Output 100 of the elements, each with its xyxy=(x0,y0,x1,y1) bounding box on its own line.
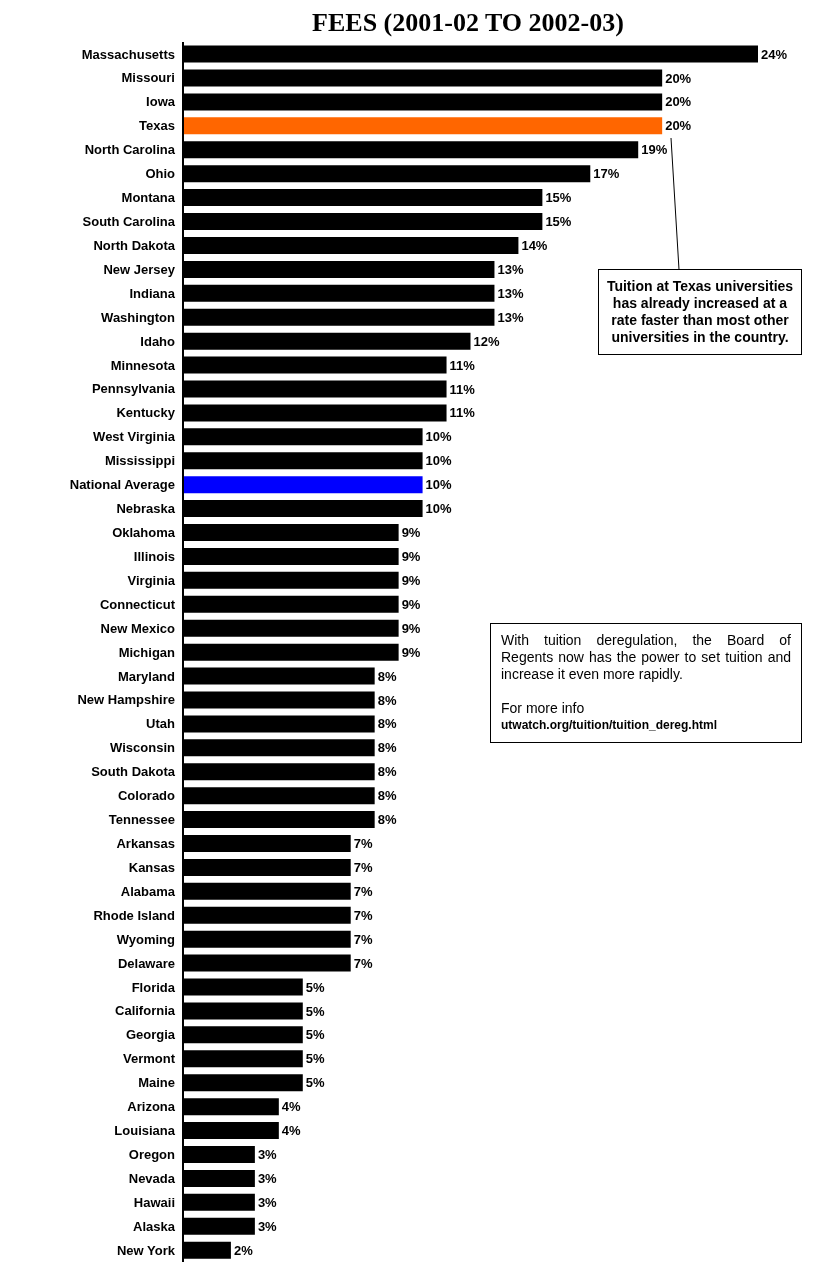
y-tick-label: New York xyxy=(116,1242,176,1258)
data-label: 11% xyxy=(449,381,476,397)
data-label: 3% xyxy=(257,1194,278,1210)
data-label: 5% xyxy=(305,1051,326,1067)
y-tick-label: Arizona xyxy=(127,1099,176,1115)
data-label: 3% xyxy=(257,1170,278,1186)
y-tick-label: Wyoming xyxy=(116,931,176,947)
y-tick-label: South Carolina xyxy=(82,214,176,230)
data-label: 9% xyxy=(401,548,421,564)
y-tick-label: Michigan xyxy=(118,644,176,660)
data-label: 10% xyxy=(425,453,453,469)
data-label: 11% xyxy=(449,405,476,421)
y-tick-label: Idaho xyxy=(140,333,176,349)
y-tick-label: New Jersey xyxy=(103,261,176,277)
data-label: 19% xyxy=(641,142,668,158)
data-label: 5% xyxy=(305,979,326,995)
data-label: 7% xyxy=(353,907,373,923)
data-label: 20% xyxy=(665,70,692,86)
y-tick-label: West Virginia xyxy=(93,429,176,445)
y-tick-label: Washington xyxy=(101,309,176,325)
data-label: 9% xyxy=(401,525,421,541)
y-tick-label: Nevada xyxy=(128,1170,176,1186)
data-label: 7% xyxy=(353,836,373,852)
y-tick-label: North Carolina xyxy=(84,142,176,158)
y-tick-label: Iowa xyxy=(146,94,176,110)
y-tick-label: Oklahoma xyxy=(112,525,176,541)
y-tick-label: California xyxy=(115,1003,176,1019)
data-label: 11% xyxy=(449,357,476,373)
y-tick-label: South Dakota xyxy=(91,764,176,780)
data-label: 8% xyxy=(377,788,397,804)
data-label: 10% xyxy=(425,477,453,493)
data-label: 20% xyxy=(665,94,692,110)
y-tick-label: Mississippi xyxy=(104,453,175,469)
data-label: 8% xyxy=(377,692,397,708)
data-label: 8% xyxy=(377,668,397,684)
data-label: 8% xyxy=(377,716,397,732)
bar xyxy=(183,117,663,135)
y-tick-label: Pennsylvania xyxy=(91,381,176,397)
y-tick-label: North Dakota xyxy=(93,237,176,253)
annotation: Tuition at Texas universities has already increased at a rate faster than most other universities in the country. xyxy=(598,269,802,356)
y-tick-label: Kentucky xyxy=(116,405,176,421)
data-label: 5% xyxy=(305,1003,326,1019)
annotation: utwatch.org/tuition/tuition_dereg.html xyxy=(501,717,718,735)
y-tick-label: Tennessee xyxy=(108,812,175,828)
data-label: 14% xyxy=(521,238,548,254)
y-tick-label: Vermont xyxy=(122,1051,176,1067)
y-tick-label: Missouri xyxy=(121,70,175,86)
data-label: 9% xyxy=(401,620,421,636)
y-tick-label: Maryland xyxy=(117,668,176,684)
annotation: With tuition deregulation, the Board of Regents now has the power to set tuition and increase it even more rapidly. xyxy=(501,632,791,684)
y-tick-label: Texas xyxy=(139,118,175,134)
y-tick-label: Georgia xyxy=(125,1027,176,1043)
data-label: 24% xyxy=(761,46,788,62)
y-tick-label: Minnesota xyxy=(110,357,176,373)
data-label: 20% xyxy=(665,118,692,134)
y-tick-label: Louisiana xyxy=(114,1123,176,1139)
data-label: 7% xyxy=(353,883,373,899)
y-tick-label: Kansas xyxy=(128,859,175,875)
data-label: 12% xyxy=(473,333,500,349)
y-tick-label: Montana xyxy=(121,190,176,206)
data-label: 4% xyxy=(281,1123,302,1139)
annotation: For more info xyxy=(501,700,586,718)
y-tick-label: Florida xyxy=(131,979,176,995)
y-tick-label: Illinois xyxy=(133,548,175,564)
data-label: 3% xyxy=(257,1218,278,1234)
y-tick-label: Alabama xyxy=(120,883,176,899)
y-tick-label: Delaware xyxy=(117,955,175,971)
data-label: 13% xyxy=(497,285,524,301)
y-tick-label: Alaska xyxy=(133,1218,176,1234)
y-tick-label: Oregon xyxy=(128,1146,176,1162)
data-label: 9% xyxy=(401,596,421,612)
data-label: 7% xyxy=(353,859,373,875)
data-label: 5% xyxy=(305,1027,326,1043)
data-label: 17% xyxy=(593,166,620,182)
data-label: 4% xyxy=(281,1099,302,1115)
data-label: 10% xyxy=(425,429,453,445)
y-tick-label: Hawaii xyxy=(133,1194,175,1210)
y-tick-label: New Hampshire xyxy=(77,692,175,708)
y-tick-label: Utah xyxy=(146,716,176,732)
y-tick-label: New Mexico xyxy=(100,620,176,636)
y-tick-label: Massachusetts xyxy=(81,46,175,62)
data-label: 8% xyxy=(377,812,397,828)
y-tick-label: Connecticut xyxy=(99,596,176,612)
data-label: 15% xyxy=(545,190,572,206)
y-tick-label: National Average xyxy=(69,477,175,493)
y-tick-label: Colorado xyxy=(117,788,176,804)
y-tick-label: Rhode Island xyxy=(93,907,176,923)
y-tick-label: Nebraska xyxy=(116,501,176,517)
data-label: 8% xyxy=(377,740,397,756)
data-label: 9% xyxy=(401,572,421,588)
y-tick-label: Indiana xyxy=(129,285,176,301)
data-label: 9% xyxy=(401,644,421,660)
data-label: 7% xyxy=(353,931,373,947)
data-label: 7% xyxy=(353,955,373,971)
data-label: 3% xyxy=(257,1147,278,1163)
data-label: 8% xyxy=(377,764,397,780)
data-label: 13% xyxy=(497,261,524,277)
y-tick-label: Virginia xyxy=(127,572,176,588)
data-label: 13% xyxy=(497,309,524,325)
data-label: 2% xyxy=(233,1242,254,1258)
